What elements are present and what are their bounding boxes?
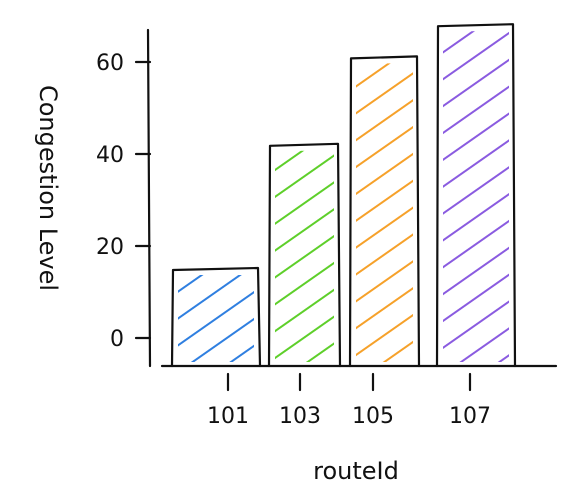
- x-tick-label: 101: [207, 404, 249, 429]
- axes-group: [146, 28, 558, 368]
- bar-hatch-fill: [275, 150, 334, 362]
- x-tick-label: 103: [279, 404, 321, 429]
- ticks-group: 0 20 40 60 101 103 105 107: [96, 51, 491, 429]
- y-tick-label: 0: [110, 327, 124, 352]
- bar-105: [348, 55, 421, 368]
- bar-hatch-fill: [356, 63, 413, 363]
- y-tick-label: 60: [96, 51, 124, 76]
- bar-101: [170, 266, 262, 368]
- x-tick-label: 105: [352, 404, 394, 429]
- bar-outline: [435, 23, 517, 368]
- bars-group: [170, 23, 517, 368]
- bar-outline: [348, 55, 421, 368]
- y-tick-label: 40: [96, 143, 124, 168]
- y-axis-title: Congestion Level: [34, 85, 62, 291]
- x-axis-title: routeId: [313, 457, 399, 485]
- bar-103: [267, 142, 342, 368]
- bar-107: [435, 23, 517, 368]
- y-tick-label: 20: [96, 235, 124, 260]
- bar-outline: [267, 142, 342, 368]
- y-axis-line: [146, 28, 152, 368]
- x-tick-label: 107: [449, 404, 491, 429]
- bar-hatch-fill: [178, 275, 254, 362]
- bar-hatch-fill: [443, 31, 509, 362]
- bar-outline: [170, 266, 262, 368]
